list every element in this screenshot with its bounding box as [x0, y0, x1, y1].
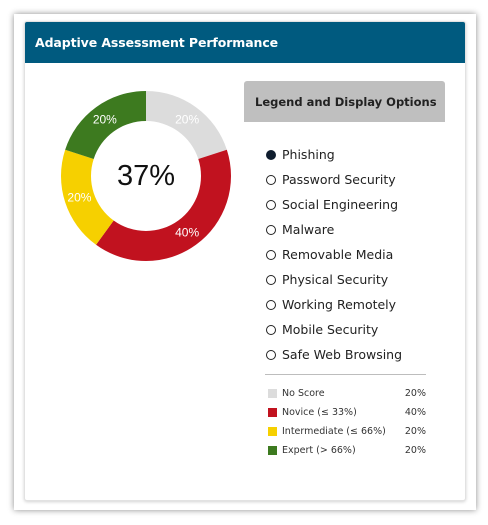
- radio-label: Removable Media: [282, 247, 394, 262]
- radio-label: Safe Web Browsing: [282, 347, 403, 362]
- radio-button[interactable]: [266, 249, 276, 260]
- legend-panel: Legend and Display Options: [244, 81, 445, 122]
- radio-button[interactable]: [266, 349, 276, 360]
- score-key-row: Intermediate (≤ 66%) 20%: [268, 422, 426, 441]
- radio-label: Physical Security: [282, 272, 389, 287]
- radio-button[interactable]: [266, 299, 276, 310]
- radio-label: Mobile Security: [282, 322, 379, 337]
- topic-option-working-remotely[interactable]: Working Remotely: [266, 292, 402, 317]
- radio-label: Malware: [282, 222, 335, 237]
- score-key-percent: 20%: [404, 426, 426, 437]
- donut-slice-label: 20%: [175, 112, 199, 126]
- color-swatch: [268, 446, 277, 455]
- score-key-percent: 20%: [404, 445, 426, 456]
- donut-slice-no-score[interactable]: [146, 91, 227, 160]
- score-key-percent: 20%: [404, 388, 426, 399]
- legend-header: Legend and Display Options: [244, 81, 445, 122]
- topic-option-phishing[interactable]: Phishing: [266, 142, 402, 167]
- score-key-row: No Score 20%: [268, 384, 426, 403]
- radio-button[interactable]: [266, 199, 276, 210]
- card-title: Adaptive Assessment Performance: [35, 35, 279, 50]
- score-key-divider: [265, 374, 426, 375]
- topic-option-physical-security[interactable]: Physical Security: [266, 267, 402, 292]
- color-swatch: [268, 427, 277, 436]
- topic-option-safe-web-browsing[interactable]: Safe Web Browsing: [266, 342, 402, 367]
- score-key-label: Intermediate (≤ 66%): [282, 426, 386, 437]
- topic-option-password-security[interactable]: Password Security: [266, 167, 402, 192]
- radio-button[interactable]: [266, 224, 276, 235]
- donut-slice-expert[interactable]: [65, 91, 146, 160]
- color-swatch: [268, 408, 277, 417]
- radio-button[interactable]: [266, 149, 276, 160]
- radio-label: Working Remotely: [282, 297, 397, 312]
- donut-slice-label: 40%: [175, 226, 199, 240]
- radio-button[interactable]: [266, 274, 276, 285]
- score-key-label: Expert (> 66%): [282, 445, 356, 456]
- topic-radio-list: Phishing Password Security Social Engineer…: [266, 142, 402, 367]
- donut-chart-svg: 20% 40% 20% 20%: [60, 91, 231, 261]
- score-key: No Score 20% Novice (≤ 33%) 40% Intermediate…: [268, 384, 426, 460]
- donut-slice-intermediate[interactable]: [60, 149, 114, 245]
- donut-slice-label: 20%: [93, 112, 117, 126]
- donut-slice-novice[interactable]: [96, 149, 231, 261]
- legend-title: Legend and Display Options: [255, 94, 437, 109]
- score-key-percent: 40%: [404, 407, 426, 418]
- score-key-row: Expert (> 66%) 20%: [268, 441, 426, 460]
- topic-option-removable-media[interactable]: Removable Media: [266, 242, 402, 267]
- color-swatch: [268, 389, 277, 398]
- radio-button[interactable]: [266, 324, 276, 335]
- score-key-row: Novice (≤ 33%) 40%: [268, 403, 426, 422]
- donut-slice-label: 20%: [67, 191, 91, 205]
- card-header: Adaptive Assessment Performance: [25, 22, 465, 63]
- radio-label: Social Engineering: [282, 197, 399, 212]
- radio-label: Phishing: [282, 147, 335, 162]
- topic-option-malware[interactable]: Malware: [266, 217, 402, 242]
- score-key-label: No Score: [282, 388, 325, 399]
- score-key-label: Novice (≤ 33%): [282, 407, 357, 418]
- assessment-performance-card: Adaptive Assessment Performance 20% 40% 20…: [24, 21, 466, 501]
- topic-option-social-engineering[interactable]: Social Engineering: [266, 192, 402, 217]
- radio-button[interactable]: [266, 174, 276, 185]
- topic-option-mobile-security[interactable]: Mobile Security: [266, 317, 402, 342]
- donut-chart: 20% 40% 20% 20% 37%: [60, 90, 232, 262]
- radio-label: Password Security: [282, 172, 396, 187]
